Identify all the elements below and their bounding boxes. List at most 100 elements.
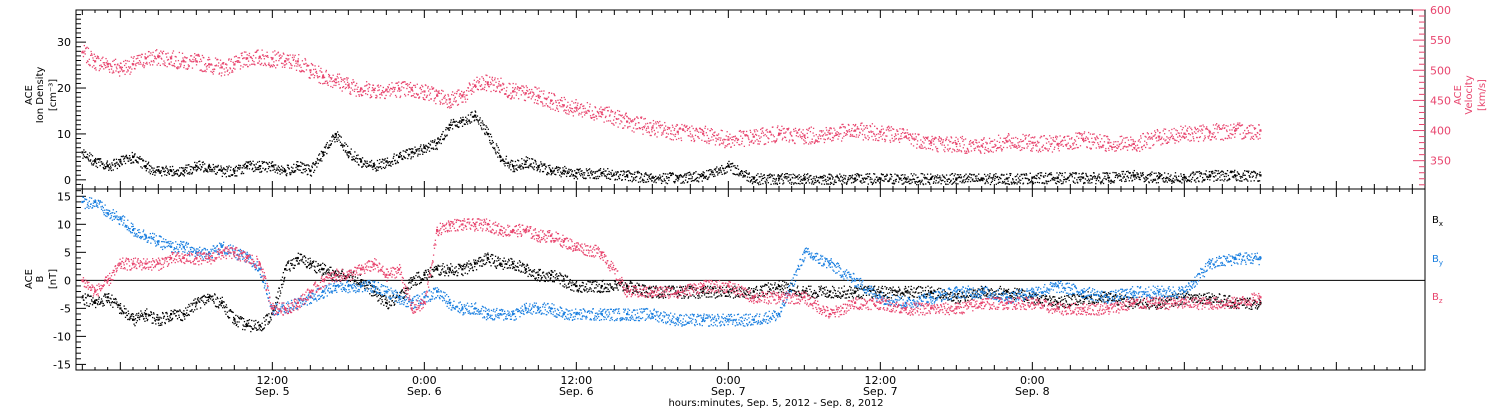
data-point	[859, 180, 861, 182]
data-point	[1081, 133, 1083, 135]
data-point	[1019, 175, 1021, 177]
data-point	[621, 121, 623, 123]
data-point	[492, 146, 494, 149]
data-point	[1207, 137, 1210, 139]
data-point	[582, 172, 584, 174]
data-point	[873, 173, 875, 175]
data-point	[208, 165, 211, 168]
data-point	[178, 175, 180, 177]
data-point	[894, 133, 897, 135]
data-point	[739, 129, 741, 132]
data-point	[260, 64, 262, 66]
data-point	[676, 124, 679, 126]
data-point	[940, 137, 942, 140]
data-point	[969, 141, 971, 143]
data-point	[215, 64, 218, 66]
data-point	[1014, 182, 1016, 184]
data-point	[680, 175, 683, 177]
data-point	[1113, 141, 1115, 143]
data-point	[136, 55, 138, 57]
data-point	[916, 181, 919, 183]
data-point	[1163, 128, 1165, 130]
data-point	[553, 94, 556, 96]
data-point	[978, 173, 980, 175]
data-point	[848, 179, 850, 181]
data-point	[517, 86, 519, 89]
data-point	[176, 172, 178, 175]
data-point	[324, 82, 326, 84]
data-point	[288, 168, 290, 170]
data-point	[773, 183, 775, 185]
data-point	[306, 64, 309, 66]
data-point	[688, 135, 690, 137]
data-point	[1087, 137, 1089, 139]
data-point	[1208, 130, 1211, 133]
data-point	[837, 177, 840, 179]
data-point	[874, 135, 876, 137]
data-point	[939, 175, 941, 177]
data-point	[96, 57, 98, 59]
data-point	[268, 165, 270, 168]
data-point	[146, 163, 148, 165]
data-point	[927, 181, 930, 183]
data-point	[720, 137, 722, 139]
data-point	[607, 168, 609, 170]
data-point	[408, 86, 411, 89]
data-point	[1193, 140, 1195, 142]
data-point	[687, 171, 689, 174]
data-point	[942, 141, 944, 143]
data-point	[541, 101, 543, 103]
data-point	[746, 179, 748, 182]
data-point	[294, 170, 297, 172]
data-point	[739, 144, 741, 146]
data-point	[227, 166, 229, 169]
data-point	[802, 132, 804, 135]
data-point	[793, 174, 796, 176]
data-point	[825, 134, 827, 136]
data-point	[572, 173, 575, 176]
data-point	[1103, 135, 1105, 137]
data-point	[167, 169, 169, 171]
data-point	[776, 126, 779, 129]
data-point	[558, 167, 560, 169]
data-point	[1050, 174, 1053, 176]
data-point	[931, 139, 933, 141]
data-point	[269, 64, 271, 66]
data-point	[275, 164, 277, 166]
data-point	[639, 177, 641, 180]
data-point	[1169, 136, 1172, 139]
data-point	[666, 128, 669, 131]
data-point	[705, 175, 708, 177]
data-point	[1226, 130, 1228, 133]
data-point	[642, 126, 645, 128]
data-point	[1054, 146, 1056, 148]
data-point	[807, 143, 810, 145]
data-point	[785, 172, 787, 175]
data-point	[448, 102, 451, 104]
data-point	[1259, 129, 1262, 132]
data-point	[519, 87, 521, 89]
data-point	[176, 173, 179, 176]
data-point	[1140, 137, 1142, 139]
data-point	[196, 168, 199, 171]
data-point	[1019, 182, 1021, 184]
data-point	[214, 166, 216, 168]
data-point	[603, 109, 606, 111]
data-point	[119, 70, 121, 73]
data-point	[467, 114, 470, 116]
data-point	[646, 174, 648, 176]
data-point	[630, 120, 632, 122]
data-point	[557, 99, 559, 101]
data-point	[139, 54, 141, 56]
data-point	[283, 64, 285, 66]
data-point	[384, 90, 387, 92]
data-point	[1027, 178, 1030, 180]
data-point	[469, 84, 471, 86]
data-point	[701, 139, 703, 141]
data-point	[759, 137, 761, 139]
data-point	[621, 179, 623, 181]
data-point	[826, 183, 828, 185]
data-point	[291, 64, 293, 67]
data-point	[846, 180, 849, 182]
data-point	[768, 138, 770, 140]
